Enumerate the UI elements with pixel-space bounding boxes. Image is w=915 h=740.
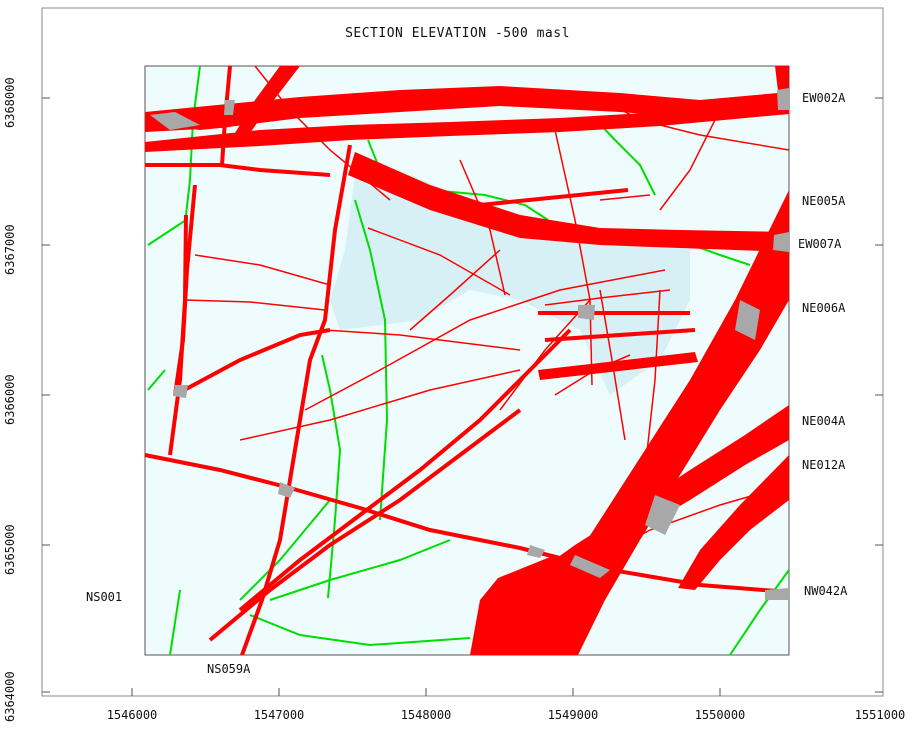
y-tick-label: 6367000	[3, 224, 17, 275]
zone-label-ne005a: NE005A	[802, 194, 846, 208]
axes-frame	[41, 7, 884, 697]
zone-label-ew007a: EW007A	[798, 237, 842, 251]
zone-label-ne006a: NE006A	[802, 301, 846, 315]
section-title: SECTION ELEVATION -500 masl	[345, 26, 570, 41]
zone-label-ne004a: NE004A	[802, 414, 846, 428]
x-tick-label: 1548000	[400, 708, 452, 722]
axis-ticks	[42, 97, 883, 696]
x-tick-label: 1546000	[106, 708, 158, 722]
major-deformation-zones	[145, 66, 789, 655]
intersections	[150, 88, 789, 600]
zone-label-ns059a: NS059A	[207, 662, 251, 676]
y-tick-label: 6365000	[3, 524, 17, 575]
zone-label-ew002a: EW002A	[802, 91, 846, 105]
x-tick-label: 1549000	[547, 708, 599, 722]
medium-red-zones	[144, 65, 790, 656]
zone-label-nw042a: NW042A	[804, 584, 848, 598]
x-tick-label: 1550000	[694, 708, 746, 722]
y-tick-label: 6366000	[3, 374, 17, 425]
x-tick-label: 1547000	[253, 708, 305, 722]
zone-label-ns001: NS001	[86, 590, 123, 604]
y-tick-label: 6368000	[3, 77, 17, 128]
y-tick-label: 6364000	[3, 671, 17, 722]
minor-zones	[147, 65, 790, 656]
zone-label-ne012a: NE012A	[802, 458, 846, 472]
x-tick-label: 1551000	[854, 708, 906, 722]
